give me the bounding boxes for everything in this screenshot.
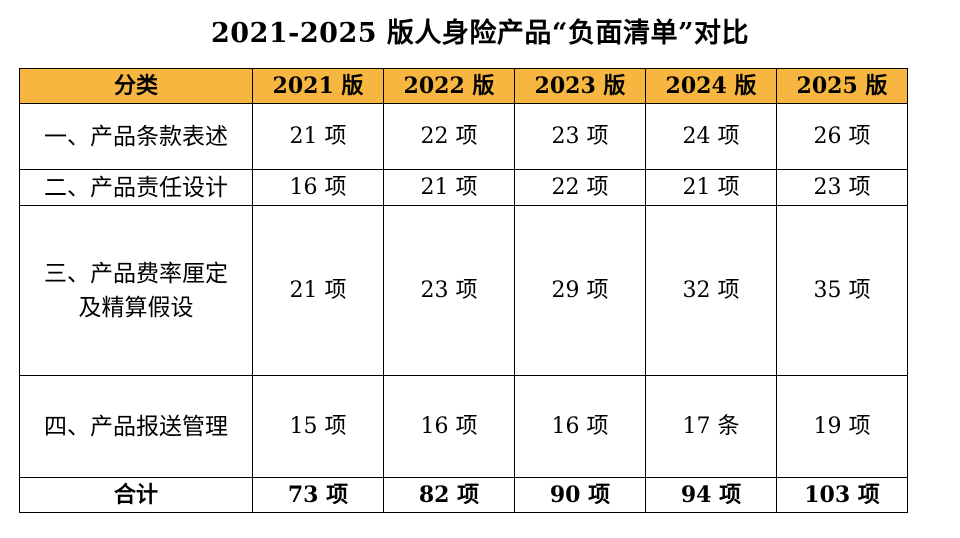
total-cell: 103 项 bbox=[776, 477, 908, 513]
header-row: 分类 2021 版 2022 版 2023 版 2024 版 2025 版 bbox=[19, 68, 908, 104]
table-cell: 22 项 bbox=[514, 169, 646, 206]
table-cell: 23 项 bbox=[514, 103, 646, 170]
table-cell: 23 项 bbox=[776, 169, 908, 206]
header-2024: 2024 版 bbox=[645, 68, 777, 104]
table-cell: 17 条 bbox=[645, 375, 777, 478]
total-row: 合计 73 项 82 项 90 项 94 项 103 项 bbox=[19, 477, 908, 513]
table-cell: 21 项 bbox=[252, 103, 384, 170]
table-cell: 29 项 bbox=[514, 205, 646, 376]
table-row: 三、产品费率厘定 及精算假设 21 项 23 项 29 项 32 项 35 项 bbox=[19, 205, 908, 376]
table-cell: 21 项 bbox=[645, 169, 777, 206]
table-cell: 23 项 bbox=[383, 205, 515, 376]
table-cell: 16 项 bbox=[252, 169, 384, 206]
header-category: 分类 bbox=[19, 68, 253, 104]
row-category: 四、产品报送管理 bbox=[19, 375, 253, 478]
total-label: 合计 bbox=[19, 477, 253, 513]
table-cell: 16 项 bbox=[514, 375, 646, 478]
table-cell: 26 项 bbox=[776, 103, 908, 170]
header-2021: 2021 版 bbox=[252, 68, 384, 104]
table-cell: 19 项 bbox=[776, 375, 908, 478]
header-2025: 2025 版 bbox=[776, 68, 908, 104]
table-cell: 22 项 bbox=[383, 103, 515, 170]
table-cell: 32 项 bbox=[645, 205, 777, 376]
row-category: 三、产品费率厘定 及精算假设 bbox=[19, 205, 253, 376]
total-cell: 90 项 bbox=[514, 477, 646, 513]
row-category-line: 三、产品费率厘定 bbox=[44, 260, 228, 287]
table-cell: 15 项 bbox=[252, 375, 384, 478]
header-2022: 2022 版 bbox=[383, 68, 515, 104]
page-title: 2021-2025 版人身险产品“负面清单”对比 bbox=[211, 18, 749, 49]
row-category: 二、产品责任设计 bbox=[19, 169, 253, 206]
row-category: 一、产品条款表述 bbox=[19, 103, 253, 170]
table-cell: 35 项 bbox=[776, 205, 908, 376]
row-category-line: 及精算假设 bbox=[78, 294, 194, 321]
header-2023: 2023 版 bbox=[514, 68, 646, 104]
table-row: 一、产品条款表述 21 项 22 项 23 项 24 项 26 项 bbox=[19, 103, 908, 170]
total-cell: 82 项 bbox=[383, 477, 515, 513]
table-cell: 24 项 bbox=[645, 103, 777, 170]
comparison-table: 分类 2021 版 2022 版 2023 版 2024 版 2025 版 一、… bbox=[19, 68, 908, 513]
table-row: 二、产品责任设计 16 项 21 项 22 项 21 项 23 项 bbox=[19, 169, 908, 206]
total-cell: 94 项 bbox=[645, 477, 777, 513]
table-row: 四、产品报送管理 15 项 16 项 16 项 17 条 19 项 bbox=[19, 375, 908, 478]
table-cell: 21 项 bbox=[383, 169, 515, 206]
total-cell: 73 项 bbox=[252, 477, 384, 513]
table-cell: 16 项 bbox=[383, 375, 515, 478]
table-cell: 21 项 bbox=[252, 205, 384, 376]
